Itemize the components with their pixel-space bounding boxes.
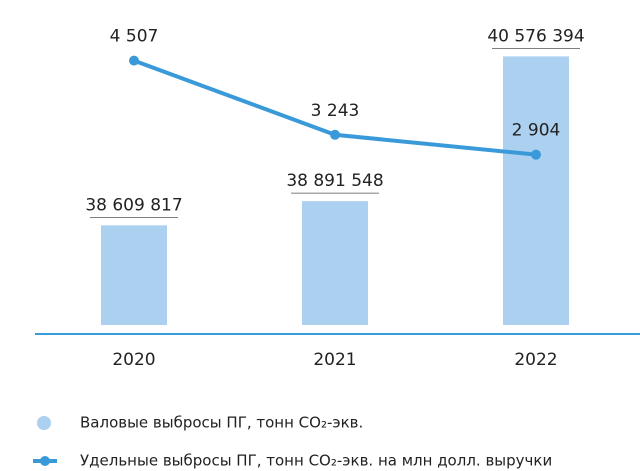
line-value-label: 4 507: [110, 27, 159, 47]
line-value-label: 3 243: [311, 101, 360, 121]
legend-label: Удельные выбросы ПГ, тонн CO₂-экв. на мл…: [80, 452, 552, 470]
x-tick-label: 2020: [112, 350, 155, 370]
bar: [101, 225, 167, 325]
line-point: [531, 149, 541, 160]
bar-value-label: 38 891 548: [286, 171, 383, 191]
line-value-label: 2 904: [512, 121, 561, 141]
bar-value-label: 38 609 817: [85, 195, 182, 215]
legend-marker: [37, 416, 51, 430]
line-point: [330, 129, 340, 140]
bar: [302, 201, 368, 325]
x-tick-label: 2022: [514, 350, 557, 370]
legend-marker: [40, 456, 50, 466]
bar-value-label: 40 576 394: [487, 26, 584, 46]
legend-label: Валовые выбросы ПГ, тонн CO₂-экв.: [80, 414, 363, 432]
line-point: [129, 55, 139, 66]
x-tick-label: 2021: [313, 350, 356, 370]
bar: [503, 56, 569, 325]
